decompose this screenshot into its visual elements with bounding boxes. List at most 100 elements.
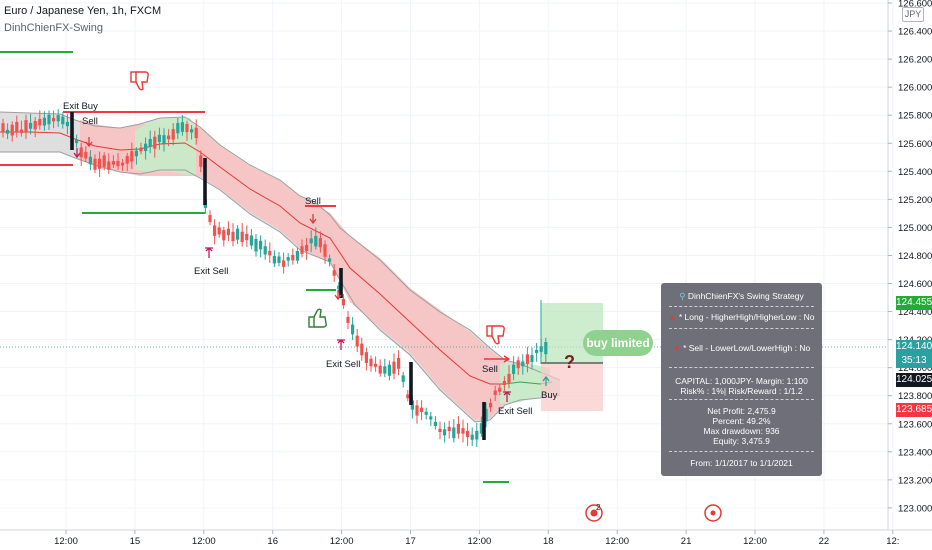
- candle-body: [125, 155, 129, 164]
- candle-body: [176, 123, 180, 134]
- stop-loss-box: [541, 363, 603, 411]
- indicator-name[interactable]: DinhChienFX-Swing: [4, 22, 104, 34]
- candle-body: [102, 155, 106, 167]
- candle-body: [213, 225, 217, 236]
- candle-body: [111, 161, 115, 165]
- time-tick: 18: [543, 536, 554, 547]
- time-tick: 12:: [886, 536, 899, 547]
- candle-body: [180, 122, 184, 132]
- candle-body: [79, 147, 83, 158]
- price-tick: 126.400: [898, 27, 932, 38]
- time-axis[interactable]: 12:00 15 12:00 16 12:00 17 12:00 18 12:00 21 12:00…: [54, 530, 899, 547]
- time-tick: 12:00: [468, 536, 492, 547]
- candle-body: [277, 256, 281, 263]
- price-tick: 123.200: [898, 475, 932, 486]
- candle-body: [208, 215, 212, 223]
- sell-status: * Sell - LowerLow/LowerHigh : No: [683, 343, 811, 353]
- candle-body: [314, 235, 318, 247]
- candle-body: [93, 158, 97, 170]
- candle-body: [355, 335, 359, 347]
- candle-body: [535, 349, 539, 353]
- price-tick: 125.600: [898, 139, 932, 150]
- candle-body: [190, 129, 194, 133]
- candle-body: [217, 227, 221, 235]
- candle-body: [429, 416, 433, 420]
- price-tick: 124.000: [898, 363, 932, 374]
- magnifier-icon: ⚲: [679, 291, 686, 301]
- sell-arrow-icon: [73, 148, 81, 159]
- candle-body: [300, 246, 304, 254]
- panel-divider: [669, 399, 814, 400]
- signal-candle: [482, 402, 486, 440]
- price-label-green: 124.455: [896, 296, 932, 310]
- sell-arrow-icon: [85, 137, 93, 148]
- candle-body: [121, 162, 125, 166]
- time-tick: 15: [130, 536, 141, 547]
- candle-body: [107, 161, 111, 170]
- net-profit: Net Profit: 2,475.9: [707, 406, 776, 416]
- candle-body: [65, 121, 69, 127]
- candle-body: [56, 115, 60, 122]
- sell-label: Sell: [482, 364, 498, 375]
- candle-body: [525, 354, 529, 364]
- candle-body: [144, 143, 148, 152]
- economic-event-icon[interactable]: [704, 504, 722, 522]
- exit-sell-label: Exit Sell: [498, 406, 532, 417]
- candle-body: [254, 238, 258, 252]
- economic-event-icon[interactable]: 2: [585, 503, 603, 522]
- sell-status-row: ▼ * Sell - LowerLow/LowerHigh : No: [661, 343, 822, 353]
- price-axis[interactable]: 126.600 126.400 126.200 126.000 125.800 125.6…: [888, 0, 932, 514]
- long-status-row: ▲ * Long - HigherHigh/HigherLow : No: [661, 312, 822, 322]
- candle-body: [410, 400, 414, 410]
- signal-candle: [409, 362, 413, 405]
- candle-body: [10, 124, 14, 136]
- candle-body: [466, 430, 470, 438]
- thumbs-up-icon: [308, 308, 327, 328]
- candle-body: [489, 402, 493, 408]
- candle-body: [222, 230, 226, 241]
- candle-body: [199, 155, 203, 167]
- price-tick: 125.200: [898, 195, 932, 206]
- candle-body: [249, 235, 253, 246]
- candle-body: [438, 428, 442, 433]
- candle-body: [134, 150, 138, 157]
- candle-body: [167, 135, 171, 140]
- time-tick: 12:00: [54, 536, 78, 547]
- candle-body: [498, 387, 502, 392]
- candle-body: [19, 129, 23, 133]
- candle-body: [231, 231, 235, 242]
- price-label-red: 123.685: [896, 403, 932, 417]
- candle-body: [148, 138, 152, 147]
- time-tick: 12:00: [330, 536, 354, 547]
- sell-label: Sell: [82, 116, 98, 127]
- candle-body: [530, 355, 534, 362]
- price-tick: 123.600: [898, 419, 932, 430]
- candle-body: [236, 228, 240, 240]
- candle-body: [493, 390, 497, 395]
- candle-body: [15, 121, 19, 132]
- candle-body: [323, 244, 327, 257]
- candle-body: [341, 298, 345, 306]
- candle-body: [420, 407, 424, 412]
- candle-body: [397, 357, 401, 369]
- exit-buy-label: Exit Buy: [63, 101, 98, 112]
- candle-body: [98, 158, 102, 169]
- sell-arrow-icon: [309, 214, 317, 225]
- middle-band-line: [0, 131, 505, 385]
- signal-candle: [339, 268, 343, 298]
- candle-body: [194, 127, 198, 139]
- candle-body: [369, 358, 373, 367]
- candle-body: [52, 117, 56, 122]
- candle-body: [443, 429, 447, 436]
- candle-body: [502, 381, 506, 385]
- candle-body: [240, 231, 244, 242]
- candle-body: [6, 129, 10, 134]
- candle-body: [33, 121, 37, 130]
- candle-body: [29, 122, 33, 129]
- candle-body: [226, 228, 230, 236]
- candle-body: [328, 258, 332, 262]
- risk-info: Risk% : 1%| Risk/Reward : 1/1.2: [680, 386, 803, 396]
- strategy-panel: ⚲ DinhChienFX's Swing Strategy ▲ * Long …: [661, 283, 822, 476]
- candle-body: [521, 361, 525, 367]
- price-tick: 126.000: [898, 83, 932, 94]
